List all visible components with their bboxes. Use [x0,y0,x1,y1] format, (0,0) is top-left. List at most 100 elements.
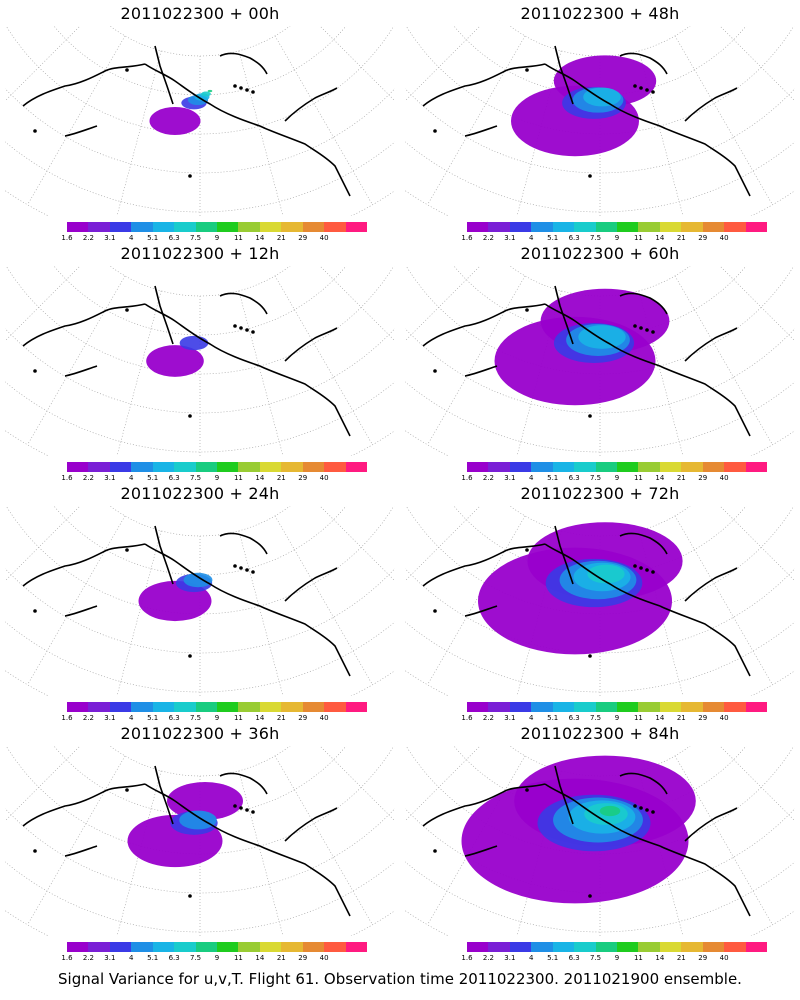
colorbar-label: 5.1 [547,714,559,722]
colorbar-swatch [552,702,575,712]
meridian-line [274,35,373,205]
colorbar-label: 11 [633,714,643,722]
island [188,174,192,178]
polar-map [5,506,395,696]
coastline [619,292,668,315]
variance-contour [179,335,209,351]
colorbar-label: 3.1 [104,234,116,242]
variance-contour [583,87,621,107]
colorbar-swatch [217,702,239,712]
colorbar-swatch [488,462,511,472]
island [239,86,243,90]
colorbar-swatch [281,462,304,472]
colorbar: 1.6 2.2 3.1 4 5.1 6.3 7.5 9 11 14 21 29 40 [61,222,368,242]
colorbar-swatch [345,942,368,952]
colorbar-label: 40 [719,234,729,242]
meridian-line [238,770,284,936]
island [233,564,237,568]
island [125,548,129,552]
polar-map [405,506,795,696]
island [651,810,655,814]
latitude-line [5,381,395,453]
colorbar-swatch [552,462,575,472]
meridian-line [719,266,795,342]
colorbar-swatch [88,702,111,712]
island [245,568,249,572]
colorbar-swatch [259,942,282,952]
meridian-line [116,530,162,696]
coastline [259,605,351,677]
colorbar-swatch [702,702,725,712]
colorbar-swatch [681,702,704,712]
coastline [422,63,546,107]
island [651,90,655,94]
colorbar: 1.6 2.2 3.1 4 5.1 6.3 7.5 9 11 14 21 29 40 [461,702,768,722]
colorbar-label: 1.6 [461,474,473,482]
panel-title: 2011022300 + 48h [520,4,680,23]
island [251,810,255,814]
colorbar-swatch [552,222,575,232]
colorbar-swatch [702,942,725,952]
colorbar-swatch [488,702,511,712]
coastline [259,845,351,917]
colorbar-swatch [88,462,111,472]
coastline [619,532,668,555]
variance-field [146,335,209,377]
map-panel: 2011022300 + 84h 1.6 2.2 3.1 4 5.1 6.3 7.5 9 11 14… [405,720,795,962]
colorbar-swatch [67,462,89,472]
colorbar-label: 21 [276,714,286,722]
colorbar-label: 40 [319,714,329,722]
coastline [259,365,351,437]
variance-contour [207,89,213,93]
panel-title: 2011022300 + 12h [120,244,280,263]
colorbar-label: 2.2 [82,714,94,722]
colorbar-swatch [324,702,347,712]
latitude-line [53,26,347,96]
meridian-line [116,290,162,456]
colorbar-swatch [638,462,661,472]
variance-field [461,755,696,904]
meridian-line [674,755,773,925]
polar-map [5,746,395,936]
island [125,788,129,792]
colorbar-label: 4 [129,474,134,482]
variance-field [138,572,213,622]
coastline [464,365,498,377]
colorbar-label: 14 [655,234,665,242]
colorbar-label: 7.5 [589,234,602,242]
colorbar-label: 4 [529,954,534,962]
coastline [219,52,268,75]
colorbar-swatch [345,462,368,472]
meridian-line [319,746,395,822]
colorbar-swatch [681,942,704,952]
latitude-line [509,26,691,57]
coastline [22,63,146,107]
colorbar-swatch [174,462,197,472]
colorbar-swatch [238,702,261,712]
meridian-line [238,530,284,696]
coastline [554,285,574,345]
variance-contour [183,572,213,588]
colorbar: 1.6 2.2 3.1 4 5.1 6.3 7.5 9 11 14 21 29 40 [61,702,368,722]
colorbar-label: 29 [698,714,708,722]
meridian-line [719,746,795,822]
coastline [144,783,261,847]
colorbar-label: 5.1 [547,954,559,962]
colorbar-label: 40 [319,954,329,962]
polar-map [5,266,395,456]
meridian-line [238,290,284,456]
colorbar-swatch [681,462,704,472]
colorbar-label: 29 [698,474,708,482]
colorbar-swatch [724,702,747,712]
meridian-line [719,26,795,102]
colorbar-label: 2.2 [82,234,94,242]
colorbar-swatch [131,702,154,712]
colorbar-label: 2.2 [482,714,494,722]
coastline [464,125,498,137]
colorbar-swatch [281,702,304,712]
colorbar-swatch [217,222,239,232]
island [633,804,637,808]
meridian-line [405,746,470,799]
colorbar-label: 11 [633,234,643,242]
colorbar-label: 5.1 [547,474,559,482]
